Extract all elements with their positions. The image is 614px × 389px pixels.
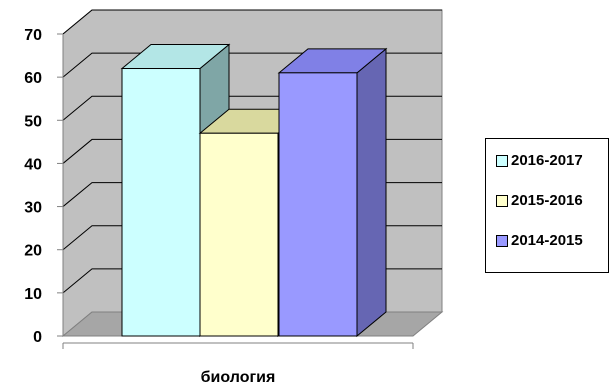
x-axis-category-label: биология — [201, 369, 276, 386]
y-axis-tick-label: 10 — [24, 286, 42, 303]
x-axis-category-labels: биология — [201, 369, 276, 386]
legend-label: 2016-2017 — [511, 152, 583, 169]
gridline — [62, 9, 442, 35]
legend-swatch — [496, 154, 508, 167]
y-axis-tick-label: 70 — [24, 27, 42, 44]
bar — [121, 68, 201, 337]
bar-group — [277, 47, 388, 338]
legend-item: 2015-2016 — [496, 192, 583, 209]
y-axis-tick-label: 50 — [24, 113, 42, 130]
legend: 2016-2017 2015-2016 2014-2015 — [485, 138, 609, 273]
bar — [278, 72, 358, 337]
legend-label: 2014-2015 — [511, 232, 583, 249]
legend-label: 2015-2016 — [511, 192, 583, 209]
axes — [62, 34, 414, 349]
legend-swatch — [496, 194, 508, 207]
y-axis-tick-label: 60 — [24, 70, 42, 87]
bars — [120, 43, 388, 338]
legend-item: 2014-2015 — [496, 232, 583, 249]
bar — [199, 132, 279, 337]
legend-item: 2016-2017 — [496, 152, 583, 169]
y-axis-tick-label: 20 — [24, 243, 42, 260]
y-axis-tick-label: 40 — [24, 156, 42, 173]
legend-swatch — [496, 234, 508, 247]
y-axis-tick-label: 30 — [24, 200, 42, 217]
bar-side — [356, 47, 387, 338]
y-axis-tick-labels: 0 10 20 30 40 50 60 70 — [24, 27, 42, 346]
y-axis-tick-label: 0 — [33, 329, 42, 346]
